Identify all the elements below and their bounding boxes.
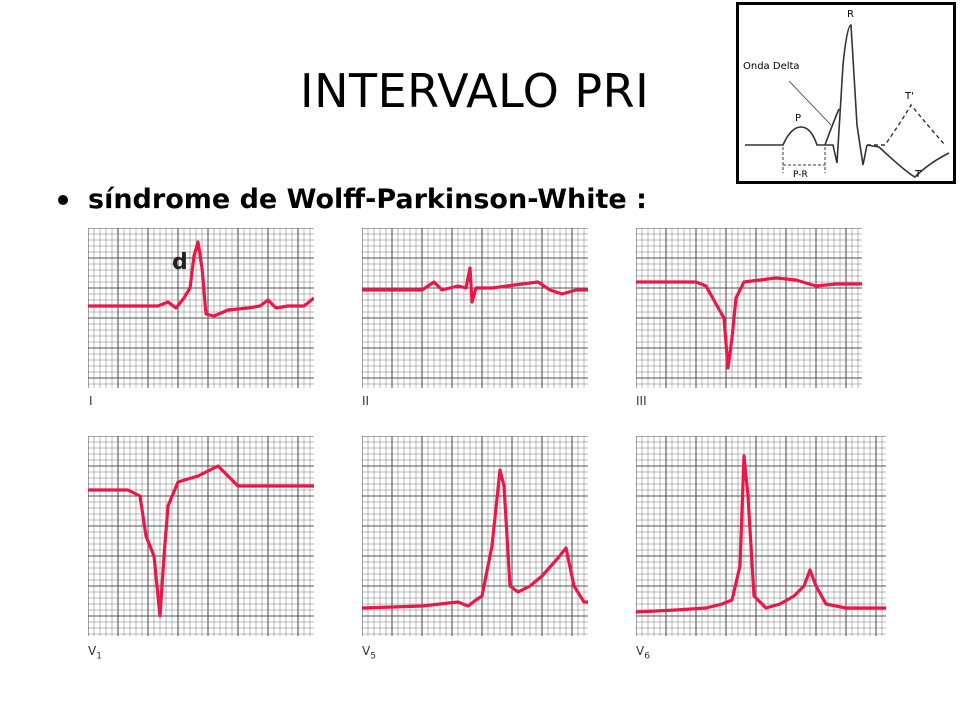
- ecg-trace: [636, 454, 886, 614]
- t-wave: [866, 144, 950, 178]
- ecg-trace: [636, 276, 862, 370]
- ecg-panel-lead-ii: [362, 228, 588, 388]
- ecg-trace: [88, 464, 314, 618]
- p-wave: [745, 126, 825, 146]
- bullet-item: síndrome de Wolff-Parkinson-White :: [58, 184, 647, 215]
- label-pr: P-R: [793, 170, 808, 180]
- wpw-diagram: R Onda Delta P P-R T' T: [736, 2, 956, 184]
- label-t: T: [914, 169, 922, 180]
- delta-pointer: [788, 80, 832, 126]
- slide-title: INTERVALO PRI: [300, 64, 650, 118]
- ecg-panel-lead-v6: [636, 436, 886, 636]
- ecg-grid: [636, 228, 862, 388]
- ecg-grid: [362, 436, 588, 636]
- ecg-panel-lead-iii: [636, 228, 862, 388]
- lead-label-v5: V5: [362, 644, 376, 662]
- delta-marker: d: [172, 250, 188, 275]
- label-r: R: [847, 9, 854, 20]
- ecg-trace: [88, 240, 314, 318]
- qrs-complex: [825, 24, 868, 166]
- lead-label-i: I: [89, 394, 93, 408]
- wpw-diagram-svg: R Onda Delta P P-R T' T: [743, 9, 950, 180]
- ecg-grid: [88, 436, 314, 636]
- ecg-trace: [362, 266, 588, 304]
- ecg-trace: [362, 468, 588, 610]
- bullet-dot-icon: [58, 194, 68, 205]
- t-prime-wave: [867, 103, 946, 146]
- delta-wave: [824, 108, 840, 146]
- lead-label-iii: III: [636, 394, 647, 408]
- ecg-panel-lead-v5: [362, 436, 588, 636]
- lead-label-ii: II: [362, 394, 370, 408]
- ecg-grid: [362, 228, 588, 388]
- ecg-panel-lead-i: [88, 228, 314, 388]
- label-t-prime: T': [904, 91, 914, 102]
- label-p: P: [795, 113, 801, 124]
- ecg-grid: [636, 436, 886, 636]
- pr-bracket: [782, 147, 826, 173]
- label-onda-delta: Onda Delta: [743, 61, 800, 72]
- bullet-text: síndrome de Wolff-Parkinson-White :: [88, 184, 647, 215]
- ecg-panel-lead-v1: [88, 436, 314, 636]
- lead-label-v6: V6: [636, 644, 650, 662]
- lead-label-v1: V1: [88, 644, 102, 662]
